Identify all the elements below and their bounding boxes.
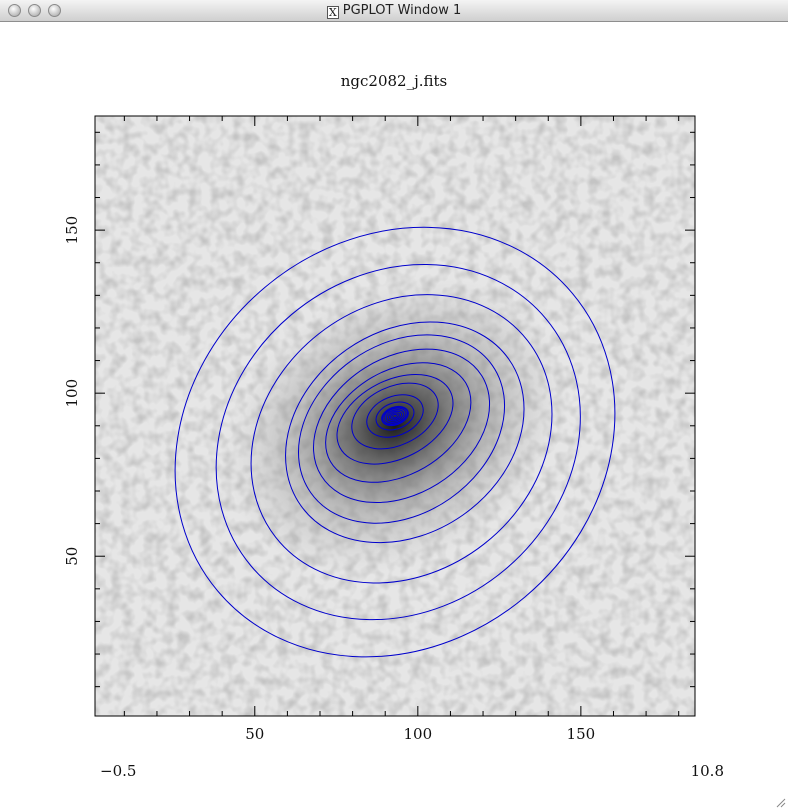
plot-frame [94, 115, 696, 717]
plot-title: ngc2082_j.fits [340, 72, 448, 90]
colorbar-max-label: 10.8 [691, 762, 724, 780]
x11-icon: X [326, 6, 339, 19]
close-button[interactable] [8, 4, 21, 17]
contour-line [325, 362, 472, 483]
contour-line [174, 226, 616, 658]
contour-layer [174, 226, 616, 658]
contour-core-line [383, 407, 407, 425]
image-layer [95, 116, 695, 716]
contour-line [366, 394, 424, 438]
contour-line [298, 334, 506, 524]
contour-core-line [387, 410, 403, 422]
contour-line [285, 321, 525, 544]
contour-core-line [389, 412, 401, 420]
contour-line [351, 382, 439, 450]
window-titlebar[interactable]: X PGPLOT Window 1 [0, 0, 788, 22]
window-title: PGPLOT Window 1 [342, 3, 462, 18]
contour-line [250, 294, 553, 584]
resize-grip-icon[interactable] [774, 796, 786, 808]
contour-line [312, 348, 491, 503]
minimize-button[interactable] [28, 4, 41, 17]
colorbar-min-label: −0.5 [100, 762, 136, 780]
x-tick-label: 100 [404, 725, 433, 743]
contour-line [336, 373, 454, 465]
tick-layer: 50 100 150 50 100 150 [63, 116, 695, 743]
contour-line [381, 406, 409, 426]
contour-line [215, 264, 581, 621]
contour-line [375, 401, 415, 431]
contour-core-line [381, 405, 409, 427]
x-tick-label: 50 [245, 725, 264, 743]
y-tick-label: 50 [63, 547, 81, 566]
contour-core-line [392, 413, 398, 419]
window-title-wrap: X PGPLOT Window 1 [0, 3, 788, 19]
y-tick-label: 100 [63, 379, 81, 408]
y-tick-label: 150 [63, 216, 81, 245]
contour-core-line [385, 409, 405, 423]
zoom-button[interactable] [48, 4, 61, 17]
x-tick-label: 150 [567, 725, 596, 743]
